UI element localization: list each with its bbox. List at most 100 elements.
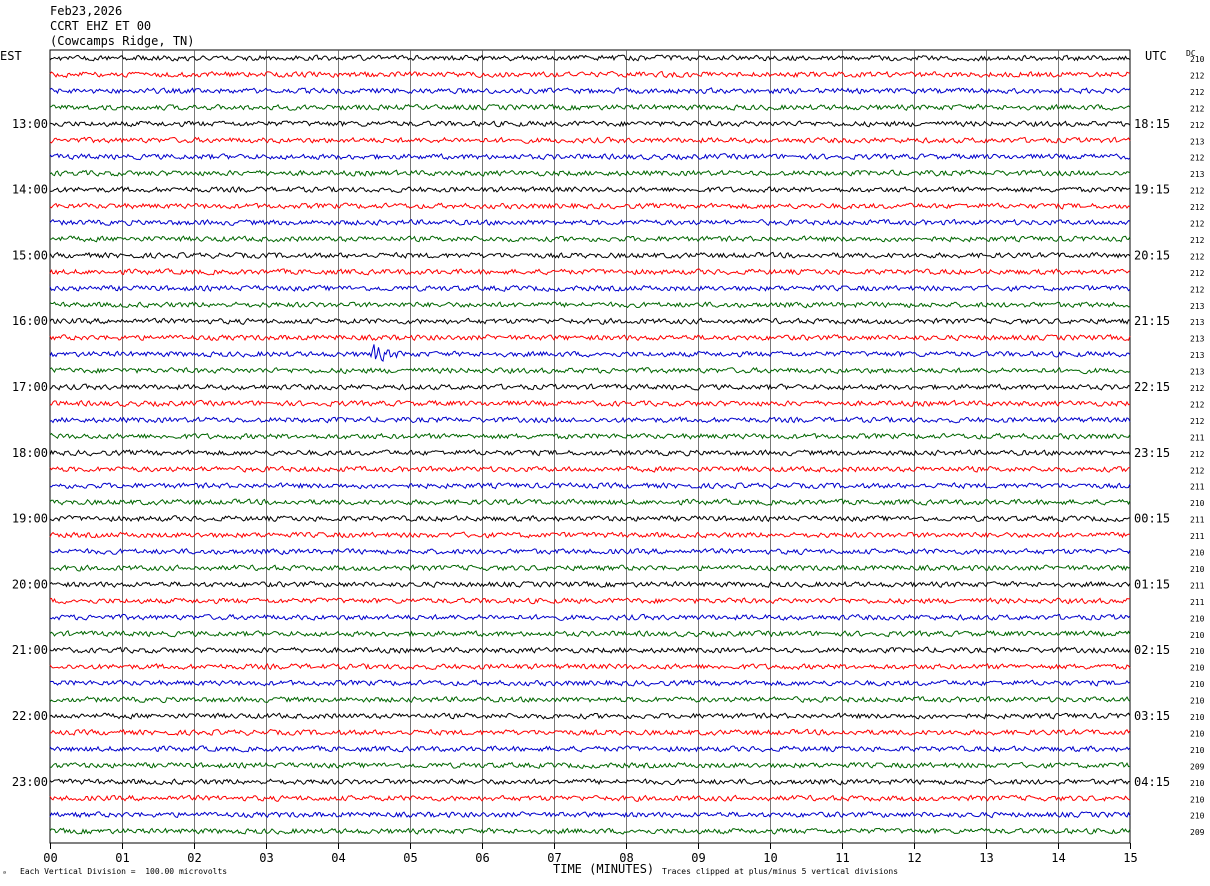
x-tick-label: 09 bbox=[691, 851, 705, 865]
plot-frame bbox=[49, 49, 1131, 844]
dc-offset-label: 212 bbox=[1190, 417, 1205, 426]
trace-3 bbox=[49, 103, 1131, 111]
right-hour-label: 20:15 bbox=[1134, 248, 1170, 262]
x-tick-label: 03 bbox=[259, 851, 273, 865]
right-hour-label: 23:15 bbox=[1134, 446, 1170, 460]
right-hour-label: 03:15 bbox=[1134, 709, 1170, 723]
right-hour-label: 21:15 bbox=[1134, 314, 1170, 328]
dc-offset-label: 212 bbox=[1190, 400, 1205, 409]
x-tick-label: 14 bbox=[1051, 851, 1065, 865]
right-hour-label: 19:15 bbox=[1134, 183, 1170, 197]
trace-21 bbox=[49, 399, 1131, 408]
scale-note: Each Vertical Division = 100.00 microvol… bbox=[20, 867, 228, 876]
dc-offset-label: 212 bbox=[1190, 269, 1205, 278]
dc-offset-label: 209 bbox=[1190, 828, 1205, 837]
clip-note: Traces clipped at plus/minus 5 vertical … bbox=[662, 867, 899, 876]
x-tick-label: 13 bbox=[979, 851, 993, 865]
trace-39 bbox=[49, 696, 1131, 704]
trace-46 bbox=[49, 811, 1131, 819]
trace-0 bbox=[49, 54, 1131, 62]
left-hour-label: 23:00 bbox=[12, 775, 48, 789]
dc-offset-label: 210 bbox=[1190, 779, 1205, 788]
dc-offset-label: 213 bbox=[1190, 170, 1205, 179]
dc-offset-label: 212 bbox=[1190, 104, 1205, 113]
right-hour-label: 02:15 bbox=[1134, 643, 1170, 657]
dc-offset-label: 213 bbox=[1190, 318, 1205, 327]
right-hour-label: 22:15 bbox=[1134, 380, 1170, 394]
trace-6 bbox=[49, 153, 1131, 161]
trace-29 bbox=[49, 531, 1131, 539]
left-hour-label: 16:00 bbox=[12, 314, 48, 328]
trace-33 bbox=[49, 597, 1131, 605]
left-hour-label: 13:00 bbox=[12, 117, 48, 131]
trace-16 bbox=[49, 317, 1131, 325]
trace-25 bbox=[49, 465, 1131, 473]
x-tick-label: 15 bbox=[1123, 851, 1137, 865]
x-tick-label: 10 bbox=[763, 851, 777, 865]
dc-offset-label: 210 bbox=[1190, 795, 1205, 804]
trace-38 bbox=[49, 679, 1131, 687]
dc-offset-label: 211 bbox=[1190, 433, 1205, 442]
trace-27 bbox=[49, 498, 1131, 506]
trace-36 bbox=[49, 646, 1131, 654]
x-tick-label: 07 bbox=[547, 851, 561, 865]
dc-offset-label: 210 bbox=[1190, 746, 1205, 755]
dc-offset-label: 210 bbox=[1190, 631, 1205, 640]
left-hour-label: 21:00 bbox=[12, 643, 48, 657]
dc-offset-label: 210 bbox=[1190, 55, 1205, 64]
trace-7 bbox=[49, 169, 1131, 177]
header-station: CCRT EHZ ET 00 bbox=[50, 19, 152, 33]
trace-2 bbox=[49, 87, 1131, 95]
dc-offset-label: 211 bbox=[1190, 483, 1205, 492]
x-tick-label: 12 bbox=[907, 851, 921, 865]
right-hour-label: 01:15 bbox=[1134, 577, 1170, 591]
trace-41 bbox=[49, 728, 1131, 737]
dc-offset-label: 213 bbox=[1190, 335, 1205, 344]
trace-26 bbox=[49, 482, 1131, 490]
trace-35 bbox=[49, 630, 1131, 638]
trace-44 bbox=[49, 778, 1131, 786]
left-hour-label: 14:00 bbox=[12, 183, 48, 197]
header-location: (Cowcamps Ridge, TN) bbox=[50, 34, 195, 48]
dc-offset-label: 210 bbox=[1190, 729, 1205, 738]
dc-offset-label: 210 bbox=[1190, 614, 1205, 623]
trace-5 bbox=[49, 136, 1131, 144]
trace-14 bbox=[49, 284, 1131, 292]
trace-45 bbox=[49, 794, 1131, 802]
left-hour-label: 18:00 bbox=[12, 446, 48, 460]
left-hour-label: 17:00 bbox=[12, 380, 48, 394]
trace-9 bbox=[49, 202, 1131, 210]
x-tick-label: 01 bbox=[115, 851, 129, 865]
x-axis-label: TIME (MINUTES) bbox=[553, 862, 655, 876]
trace-28 bbox=[49, 515, 1131, 523]
right-timezone-label: UTC bbox=[1145, 49, 1167, 63]
dc-offset-label: 210 bbox=[1190, 647, 1205, 656]
dc-offset-label: 212 bbox=[1190, 187, 1205, 196]
header-date: Feb23,2026 bbox=[50, 4, 123, 18]
trace-17 bbox=[49, 334, 1131, 342]
trace-30 bbox=[49, 547, 1131, 556]
dc-offset-label: 212 bbox=[1190, 121, 1205, 130]
right-hour-label: 18:15 bbox=[1134, 117, 1170, 131]
x-tick-label: 02 bbox=[187, 851, 201, 865]
x-tick-label: 08 bbox=[619, 851, 633, 865]
dc-offset-label: 213 bbox=[1190, 302, 1205, 311]
trace-32 bbox=[49, 580, 1131, 589]
corner-mark: ᵃ bbox=[2, 869, 7, 878]
dc-offset-label: 211 bbox=[1190, 532, 1205, 541]
trace-22 bbox=[49, 416, 1131, 424]
dc-offset-label: 212 bbox=[1190, 450, 1205, 459]
dc-offset-label: 210 bbox=[1190, 713, 1205, 722]
trace-8 bbox=[49, 186, 1131, 194]
left-hour-label: 22:00 bbox=[12, 709, 48, 723]
x-tick-label: 11 bbox=[835, 851, 849, 865]
trace-34 bbox=[49, 613, 1131, 621]
dc-offset-label: 209 bbox=[1190, 762, 1205, 771]
dc-offset-label: 212 bbox=[1190, 220, 1205, 229]
trace-19 bbox=[49, 367, 1131, 375]
left-hour-label: 15:00 bbox=[12, 248, 48, 262]
dc-label: DC bbox=[1186, 49, 1196, 58]
trace-31 bbox=[49, 564, 1131, 572]
dc-offset-label: 211 bbox=[1190, 598, 1205, 607]
dc-offset-label: 212 bbox=[1190, 252, 1205, 261]
